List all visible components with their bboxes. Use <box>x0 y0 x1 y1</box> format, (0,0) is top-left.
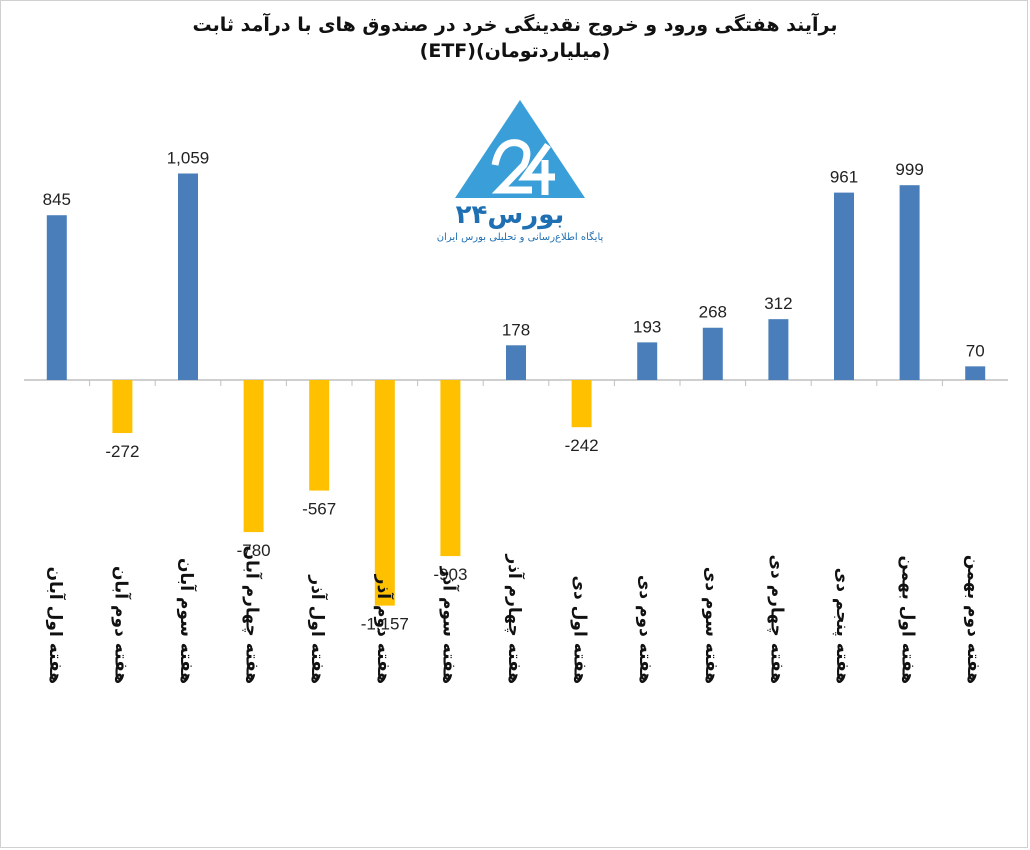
category-label: هفته اول دی <box>570 575 590 684</box>
chart-title: برآیند هفتگی ورود و خروج نقدینگی خرد در … <box>192 14 838 36</box>
category-label: هفته اول آبان <box>45 567 67 684</box>
data-label: 999 <box>895 160 923 179</box>
data-label: 961 <box>830 168 858 187</box>
bar <box>571 380 592 428</box>
category-label: هفته سوم آبان <box>176 558 198 684</box>
category-label: هفته دوم آبان <box>110 566 132 684</box>
data-label: -242 <box>565 436 599 455</box>
data-label: -272 <box>105 442 139 461</box>
bar <box>178 173 198 380</box>
data-label: 268 <box>699 303 727 322</box>
category-label: هفته سوم آذر <box>438 566 460 684</box>
category-label: هفته پنجم دی <box>832 568 852 684</box>
chart-subtitle: (ETF)(میلیاردتومان) <box>419 40 611 62</box>
category-label: هفته سوم دی <box>701 567 721 684</box>
logo-tagline: پایگاه اطلاع‌رسانی و تحلیلی بورس ایران <box>436 232 604 243</box>
bar <box>46 215 67 380</box>
data-label: 1,059 <box>167 148 210 167</box>
bar <box>965 366 986 380</box>
category-label: هفته چهارم دی <box>766 554 786 684</box>
category-label: هفته چهارم آذر <box>504 553 526 684</box>
data-label: 312 <box>764 294 792 313</box>
data-label: 845 <box>43 190 71 209</box>
bar <box>112 380 133 434</box>
logo-triangle-icon <box>455 100 585 198</box>
data-label: -567 <box>302 500 336 519</box>
bar <box>243 380 264 533</box>
bar <box>506 345 526 380</box>
bar <box>440 380 461 557</box>
bar <box>702 327 723 380</box>
category-label: هفته دوم دی <box>635 575 655 684</box>
bar <box>637 342 658 380</box>
bar <box>374 380 395 606</box>
data-label: 70 <box>966 341 985 360</box>
logo-brand: بورس۲۴ <box>455 200 565 230</box>
bar <box>768 319 789 380</box>
data-label: -1,157 <box>361 615 409 634</box>
data-label: -780 <box>237 541 271 560</box>
category-label: هفته اول آذر <box>307 574 329 684</box>
data-label: 193 <box>633 317 661 336</box>
data-label: -903 <box>433 565 467 584</box>
category-label: هفته چهارم آبان <box>242 546 264 684</box>
category-label: هفته دوم آذر <box>373 574 395 684</box>
data-label: 178 <box>502 320 530 339</box>
category-label: هفته دوم بهمن <box>963 555 983 684</box>
bar <box>309 380 330 491</box>
bar <box>899 185 920 380</box>
bar <box>834 192 854 380</box>
category-label: هفته اول بهمن <box>898 555 918 684</box>
